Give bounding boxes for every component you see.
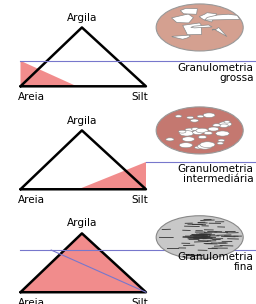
Polygon shape	[199, 13, 217, 22]
Text: Argila: Argila	[67, 116, 97, 126]
Text: Areia: Areia	[18, 92, 45, 102]
Polygon shape	[79, 162, 146, 189]
Text: Silt: Silt	[132, 195, 148, 205]
Circle shape	[187, 116, 194, 119]
Polygon shape	[205, 14, 240, 20]
Circle shape	[219, 122, 232, 126]
Circle shape	[196, 128, 208, 133]
Circle shape	[191, 128, 199, 130]
Circle shape	[218, 139, 225, 142]
Polygon shape	[20, 233, 146, 292]
Circle shape	[213, 124, 220, 127]
Circle shape	[216, 131, 229, 136]
Circle shape	[197, 143, 212, 149]
Text: Granulometria: Granulometria	[178, 252, 253, 262]
Circle shape	[179, 143, 193, 148]
Circle shape	[182, 137, 195, 141]
Polygon shape	[172, 14, 194, 23]
Circle shape	[195, 146, 202, 149]
Circle shape	[178, 130, 186, 133]
Ellipse shape	[156, 216, 243, 259]
Text: grossa: grossa	[219, 73, 253, 83]
Circle shape	[208, 127, 219, 131]
Circle shape	[217, 142, 223, 144]
Polygon shape	[20, 61, 77, 86]
Circle shape	[224, 121, 230, 123]
Circle shape	[183, 138, 190, 140]
Circle shape	[200, 142, 215, 147]
Circle shape	[185, 128, 194, 132]
Text: Granulometria: Granulometria	[178, 164, 253, 174]
Polygon shape	[191, 25, 212, 28]
Text: fina: fina	[234, 262, 253, 272]
Circle shape	[204, 131, 212, 135]
Circle shape	[219, 124, 228, 127]
Ellipse shape	[156, 4, 243, 51]
Text: Areia: Areia	[18, 195, 45, 205]
Circle shape	[175, 115, 182, 118]
Text: Argila: Argila	[67, 219, 97, 229]
Polygon shape	[180, 9, 197, 14]
Text: Areia: Areia	[18, 298, 45, 304]
Circle shape	[193, 130, 203, 135]
Circle shape	[203, 113, 215, 117]
Polygon shape	[212, 27, 227, 36]
Circle shape	[179, 131, 194, 136]
Text: Argila: Argila	[67, 12, 97, 22]
Text: intermediária: intermediária	[183, 174, 253, 184]
Circle shape	[190, 119, 198, 122]
Text: Silt: Silt	[132, 92, 148, 102]
Circle shape	[166, 138, 174, 141]
Polygon shape	[183, 23, 202, 35]
Polygon shape	[172, 35, 190, 39]
Circle shape	[198, 136, 207, 139]
Text: Silt: Silt	[132, 298, 148, 304]
Text: Granulometria: Granulometria	[178, 63, 253, 73]
Circle shape	[197, 115, 204, 118]
Ellipse shape	[156, 107, 243, 154]
